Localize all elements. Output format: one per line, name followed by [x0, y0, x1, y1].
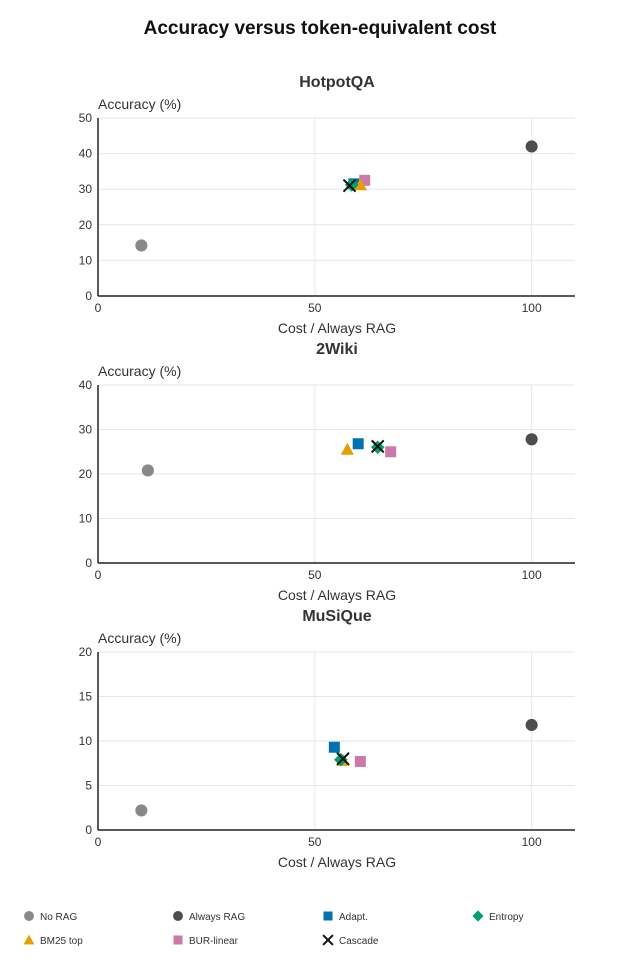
legend-label: Cascade	[339, 936, 379, 947]
y-tick-label: 0	[85, 823, 92, 837]
x-tick-label: 100	[522, 301, 542, 315]
x-axis-label: Cost / Always RAG	[278, 854, 396, 870]
data-point-always-rag	[525, 433, 538, 446]
y-tick-label: 20	[79, 218, 93, 232]
legend-item: Adapt.	[323, 911, 368, 923]
legend-item: Cascade	[322, 934, 379, 947]
x-tick-label: 50	[308, 568, 322, 582]
data-point-bm25-top	[353, 178, 367, 191]
y-tick-label: 0	[85, 289, 92, 303]
y-axis-label: Accuracy (%)	[98, 363, 181, 379]
legend-label: No RAG	[40, 912, 77, 923]
data-point-adapt	[352, 438, 364, 450]
subplot-title: 2Wiki	[316, 341, 358, 358]
x-tick-label: 0	[95, 835, 102, 849]
y-tick-label: 0	[85, 556, 92, 570]
data-point-always-rag	[525, 140, 538, 153]
data-point-always-rag	[525, 718, 538, 732]
y-tick-label: 30	[79, 423, 93, 437]
marker-stroke	[336, 752, 350, 766]
legend-marker	[323, 911, 333, 921]
y-axis-label: Accuracy (%)	[98, 630, 181, 646]
legend-label: Adapt.	[339, 912, 368, 923]
subplot-title: HotpotQA	[299, 74, 375, 91]
y-tick-label: 50	[79, 111, 93, 125]
y-tick-label: 10	[79, 253, 93, 267]
x-tick-label: 100	[522, 568, 542, 582]
marker-stroke	[370, 439, 385, 454]
marker-stroke	[322, 934, 334, 946]
data-point-bur-linear	[359, 174, 371, 186]
legend-marker	[23, 934, 35, 945]
subplot-musique: MuSiQue Accuracy (%) 0 5 10 15 20 0 50 100 Cost / …	[79, 608, 575, 870]
subplot-hotpotqa: HotpotQA Accuracy (%) 0 10 20 30 40 50 0 50 100 Cos…	[79, 74, 575, 336]
legend-item: No RAG	[24, 911, 77, 923]
subplot-title: MuSiQue	[302, 608, 371, 625]
data-point-entropy	[344, 178, 359, 192]
x-tick-label: 50	[308, 835, 322, 849]
legend-item: Entropy	[472, 910, 523, 923]
data-point-bur-linear	[354, 755, 366, 767]
legend-marker	[322, 934, 334, 946]
legend-label: BM25 top	[40, 936, 83, 947]
legend-marker	[173, 935, 183, 945]
x-tick-label: 0	[95, 301, 102, 315]
legend-label: Entropy	[489, 912, 523, 923]
legend-label: Always RAG	[189, 912, 245, 923]
y-tick-label: 15	[79, 690, 93, 704]
marker-stroke	[342, 178, 357, 193]
legend-marker	[173, 911, 183, 921]
data-point-cascade	[336, 752, 350, 766]
y-tick-label: 20	[79, 467, 93, 481]
y-tick-label: 10	[79, 512, 93, 526]
legend-item: BM25 top	[23, 934, 83, 947]
y-tick-label: 5	[85, 779, 92, 793]
y-tick-label: 20	[79, 645, 93, 659]
data-point-no-rag	[135, 804, 148, 817]
x-tick-label: 0	[95, 568, 102, 582]
data-point-cascade	[342, 178, 357, 193]
data-point-bm25-top	[340, 442, 354, 455]
data-point-no-rag	[135, 239, 148, 252]
x-tick-label: 50	[308, 301, 322, 315]
subplot-2wiki: 2Wiki Accuracy (%) 0 10 20 30 40 0 50 100 Cost / A…	[79, 341, 575, 603]
legend-item: BUR-linear	[173, 935, 239, 947]
figure-title: Accuracy versus token-equivalent cost	[143, 18, 497, 39]
legend-label: BUR-linear	[189, 936, 239, 947]
y-tick-label: 30	[79, 182, 93, 196]
x-tick-label: 100	[522, 835, 542, 849]
legend-marker	[24, 911, 34, 921]
legend-marker	[472, 910, 484, 922]
data-point-no-rag	[141, 464, 154, 477]
y-axis-label: Accuracy (%)	[98, 96, 181, 112]
legend: No RAG Always RAG Adapt. Entropy BM25 top BUR…	[23, 910, 523, 947]
legend-item: Always RAG	[173, 911, 245, 923]
data-point-bur-linear	[385, 446, 397, 458]
x-axis-label: Cost / Always RAG	[278, 320, 396, 336]
data-point-cascade	[370, 439, 385, 454]
x-axis-label: Cost / Always RAG	[278, 587, 396, 603]
y-tick-label: 40	[79, 378, 93, 392]
y-tick-label: 40	[79, 147, 93, 161]
data-point-adapt	[328, 741, 340, 753]
y-tick-label: 10	[79, 734, 93, 748]
